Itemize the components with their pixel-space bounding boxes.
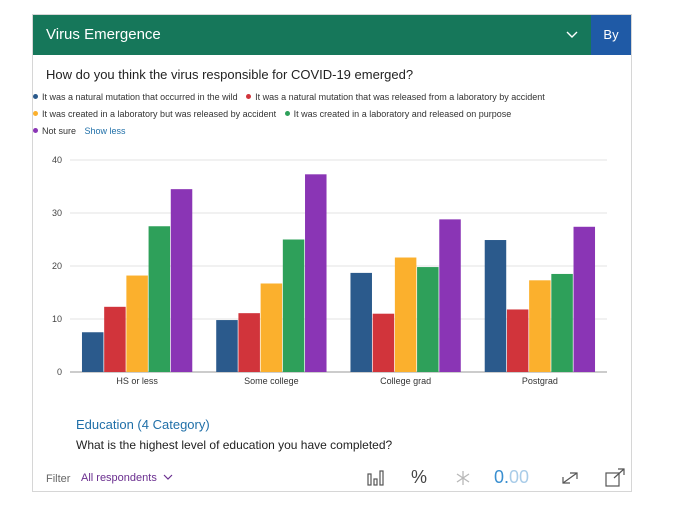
legend-label: It was created in a laboratory but was r… (42, 109, 277, 119)
legend-label: It was a natural mutation that occurred … (42, 92, 238, 102)
widget-card: Virus Emergence By How do you think the … (32, 14, 632, 492)
show-less-link[interactable]: Show less (84, 126, 126, 136)
x-tick-label: College grad (380, 376, 431, 386)
x-tick-label: Some college (244, 376, 299, 386)
bar (170, 189, 193, 372)
legend-row-2: It was created in a laboratory but was r… (33, 109, 517, 119)
by-button[interactable]: By (591, 15, 631, 55)
legend-dot-icon (284, 111, 290, 117)
legend-dot-icon (33, 128, 38, 134)
variable-title[interactable]: Education (4 Category) (76, 417, 210, 432)
decimals-main: 0. (494, 467, 510, 487)
x-tick-label: Postgrad (522, 376, 558, 386)
filter-dropdown[interactable]: All respondents (81, 472, 173, 484)
y-tick-label: 10 (52, 314, 62, 324)
swap-icon[interactable] (559, 467, 581, 489)
bar (417, 267, 439, 372)
percent-toggle[interactable]: % (411, 467, 428, 487)
filter-value: All respondents (81, 472, 157, 484)
chevron-down-icon (163, 474, 173, 480)
legend-label: It was a natural mutation that was relea… (255, 92, 545, 102)
decimals-dim: 00 (509, 467, 530, 487)
bar (529, 280, 551, 372)
bar (238, 313, 260, 372)
bar (81, 332, 104, 372)
legend-item[interactable]: It was created in a laboratory but was r… (33, 109, 276, 119)
y-tick-label: 20 (52, 261, 62, 271)
legend-item[interactable]: Not sure (33, 126, 76, 136)
bar (126, 275, 148, 372)
chevron-down-icon[interactable] (565, 27, 579, 41)
bar (216, 320, 238, 372)
legend-row-1: It was a natural mutation that occurred … (33, 92, 551, 102)
y-tick-label: 30 (52, 208, 62, 218)
bar (573, 226, 596, 372)
y-tick-label: 40 (52, 155, 62, 165)
variable-question: What is the highest level of education y… (76, 438, 393, 452)
bar (551, 273, 573, 372)
legend-item[interactable]: It was a natural mutation that was relea… (246, 92, 545, 102)
legend-label: It was created in a laboratory and relea… (293, 109, 512, 119)
widget-title: Virus Emergence (46, 26, 161, 43)
y-tick-label: 0 (57, 367, 62, 377)
bar (439, 219, 461, 372)
bar (260, 283, 283, 372)
bar-chart-icon[interactable] (366, 467, 386, 489)
bar (484, 240, 507, 372)
bar (305, 174, 327, 372)
bar (350, 272, 372, 372)
bar (148, 226, 171, 372)
x-tick-label: HS or less (116, 376, 158, 386)
bar (394, 257, 417, 372)
legend-row-3: Not sure Show less (33, 126, 126, 136)
header-bar: Virus Emergence By (33, 15, 631, 55)
expand-icon[interactable] (604, 467, 626, 489)
bar (506, 309, 529, 372)
bar (104, 306, 126, 372)
question-text: How do you think the virus responsible f… (46, 67, 414, 82)
bar (282, 239, 305, 372)
asterisk-icon[interactable] (454, 467, 472, 489)
legend-item[interactable]: It was created in a laboratory and relea… (284, 109, 512, 119)
footer-toolbar: Filter All respondents % 0.00 (33, 465, 631, 491)
filter-label: Filter (46, 473, 71, 485)
legend-label: Not sure (42, 126, 77, 136)
decimal-places-control[interactable]: 0.00 (494, 467, 529, 488)
legend-item[interactable]: It was a natural mutation that occurred … (33, 92, 238, 102)
bar (372, 313, 395, 372)
legend-dot-icon (246, 94, 252, 100)
legend-dot-icon (33, 94, 38, 100)
legend-dot-icon (33, 111, 38, 117)
bar-chart: 0 10 20 30 40 HS or less Some college College g… (52, 155, 607, 386)
